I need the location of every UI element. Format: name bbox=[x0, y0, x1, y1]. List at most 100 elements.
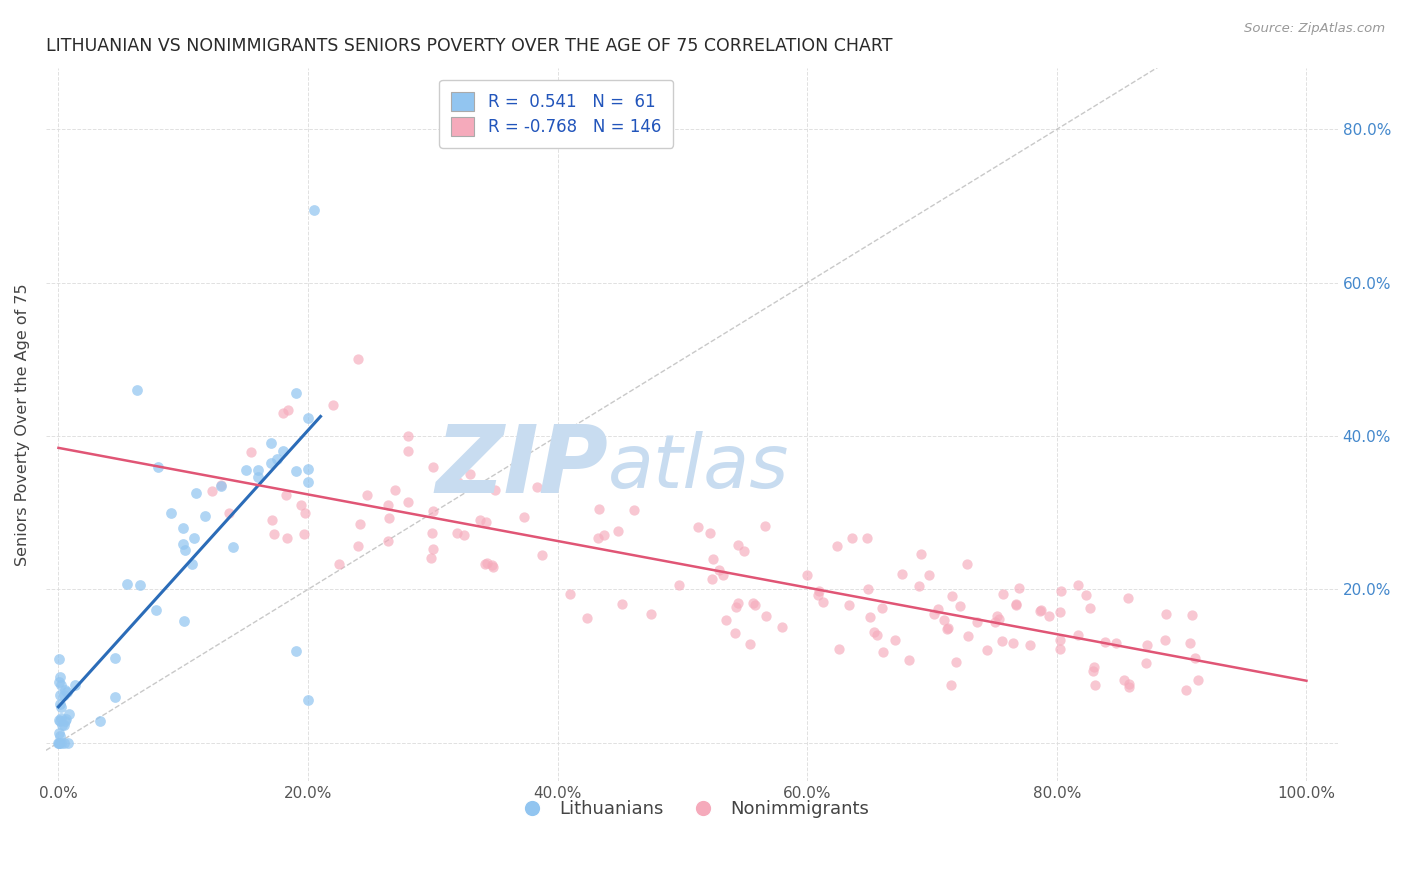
Point bbox=[1067, 578, 1090, 592]
Point bbox=[941, 589, 963, 603]
Point bbox=[49, 736, 72, 750]
Point bbox=[949, 599, 972, 613]
Point bbox=[209, 478, 232, 492]
Point bbox=[908, 579, 931, 593]
Point bbox=[481, 558, 503, 572]
Point bbox=[247, 469, 270, 483]
Point bbox=[422, 525, 444, 540]
Point bbox=[194, 508, 217, 523]
Point bbox=[1136, 638, 1159, 652]
Point bbox=[49, 714, 72, 729]
Point bbox=[575, 610, 598, 624]
Point bbox=[48, 736, 70, 750]
Point bbox=[770, 620, 793, 634]
Point bbox=[1105, 636, 1128, 650]
Point bbox=[297, 462, 319, 476]
Point bbox=[558, 587, 581, 601]
Point bbox=[1038, 608, 1060, 623]
Point bbox=[56, 736, 79, 750]
Point bbox=[148, 459, 170, 474]
Point bbox=[294, 507, 316, 521]
Point bbox=[115, 577, 138, 591]
Point bbox=[48, 713, 70, 727]
Point bbox=[209, 479, 232, 493]
Point bbox=[610, 597, 633, 611]
Point bbox=[1154, 632, 1177, 647]
Point bbox=[884, 632, 907, 647]
Point bbox=[277, 403, 299, 417]
Point bbox=[51, 678, 73, 692]
Point bbox=[1112, 673, 1135, 687]
Point bbox=[526, 480, 548, 494]
Point bbox=[744, 598, 766, 612]
Point bbox=[297, 475, 319, 489]
Point bbox=[707, 563, 730, 577]
Point bbox=[956, 557, 979, 571]
Point bbox=[173, 614, 195, 628]
Point bbox=[276, 531, 298, 545]
Point bbox=[1029, 604, 1052, 618]
Point bbox=[984, 615, 1007, 629]
Point bbox=[588, 501, 610, 516]
Point bbox=[48, 736, 70, 750]
Point bbox=[322, 398, 344, 412]
Point bbox=[1118, 677, 1140, 691]
Point bbox=[201, 483, 224, 498]
Text: atlas: atlas bbox=[607, 431, 789, 503]
Point bbox=[55, 685, 77, 699]
Point bbox=[1094, 635, 1116, 649]
Point bbox=[727, 538, 749, 552]
Point bbox=[271, 444, 294, 458]
Point bbox=[1008, 581, 1031, 595]
Point bbox=[531, 549, 554, 563]
Point bbox=[422, 541, 444, 556]
Point bbox=[1187, 673, 1209, 687]
Point bbox=[125, 383, 148, 397]
Point bbox=[825, 539, 848, 553]
Point bbox=[52, 688, 75, 702]
Point bbox=[702, 552, 724, 566]
Point bbox=[755, 608, 778, 623]
Point bbox=[988, 612, 1011, 626]
Point bbox=[284, 464, 307, 478]
Point bbox=[48, 652, 70, 666]
Point bbox=[1184, 651, 1206, 665]
Point bbox=[484, 483, 506, 497]
Point bbox=[1083, 664, 1105, 678]
Point bbox=[714, 613, 737, 627]
Point bbox=[284, 385, 307, 400]
Point bbox=[259, 456, 281, 470]
Point bbox=[377, 498, 399, 512]
Point bbox=[347, 540, 370, 554]
Point bbox=[668, 577, 690, 591]
Point bbox=[910, 547, 932, 561]
Y-axis label: Seniors Poverty Over the Age of 75: Seniors Poverty Over the Age of 75 bbox=[15, 283, 30, 566]
Point bbox=[808, 584, 831, 599]
Point bbox=[263, 527, 285, 541]
Point bbox=[927, 602, 949, 616]
Point bbox=[872, 645, 894, 659]
Point bbox=[918, 568, 941, 582]
Point bbox=[49, 670, 72, 684]
Point bbox=[89, 714, 111, 729]
Point bbox=[468, 513, 491, 527]
Point bbox=[384, 483, 406, 497]
Point bbox=[1180, 636, 1202, 650]
Point bbox=[796, 568, 818, 582]
Point bbox=[271, 406, 294, 420]
Point bbox=[986, 608, 1008, 623]
Point bbox=[159, 506, 181, 520]
Point bbox=[1049, 605, 1071, 619]
Point bbox=[262, 513, 284, 527]
Point bbox=[304, 202, 326, 217]
Point bbox=[1001, 635, 1024, 649]
Point bbox=[1084, 678, 1107, 692]
Point bbox=[1049, 584, 1071, 599]
Point bbox=[222, 541, 245, 555]
Point bbox=[586, 532, 609, 546]
Point bbox=[890, 567, 912, 582]
Point bbox=[856, 582, 879, 596]
Text: Source: ZipAtlas.com: Source: ZipAtlas.com bbox=[1244, 22, 1385, 36]
Point bbox=[297, 693, 319, 707]
Point bbox=[240, 445, 263, 459]
